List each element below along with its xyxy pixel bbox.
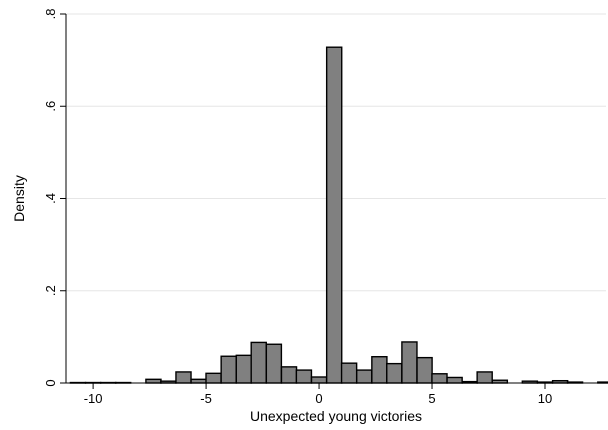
histogram-bar-14 [295, 369, 313, 384]
histogram-bar-8 [205, 372, 222, 384]
histogram-bar-26 [476, 371, 493, 384]
histogram-bar-10 [235, 354, 253, 384]
histogram-bar-16 [325, 46, 343, 384]
x-axis-title: Unexpected young victories [250, 408, 422, 424]
histogram-bar-18 [356, 369, 373, 384]
histogram-bar-7 [190, 378, 207, 384]
histogram-bar-20 [386, 362, 403, 384]
y-axis-ticks: 0 .2 .4 .6 .8 [43, 9, 66, 387]
y-axis-title: Density [11, 175, 27, 222]
histogram-bar-22 [416, 356, 433, 384]
x-tick-label-1: -5 [200, 391, 212, 406]
y-tick-label-0: 0 [43, 379, 58, 386]
histogram-bar-11 [250, 341, 267, 384]
x-tick-label-3: 5 [428, 391, 435, 406]
histogram-bar-23 [431, 373, 448, 384]
histogram-bar-17 [340, 362, 358, 384]
histogram-bar-13 [280, 366, 298, 384]
y-tick-label-1: .2 [43, 285, 58, 296]
histogram-bar-6 [175, 371, 192, 384]
x-axis-ticks: -10 -5 0 5 10 [84, 383, 552, 406]
histogram-bar-4 [145, 378, 162, 384]
histogram-bar-12 [265, 343, 283, 384]
x-tick-label-4: 10 [538, 391, 552, 406]
x-tick-label-0: -10 [84, 391, 103, 406]
y-tick-label-2: .4 [43, 193, 58, 204]
histogram-bar-19 [371, 356, 388, 384]
histogram-bar-9 [220, 355, 237, 384]
y-tick-label-3: .6 [43, 101, 58, 112]
histogram-bar-15 [310, 376, 328, 384]
histogram-bars [69, 46, 608, 384]
y-tick-label-4: .8 [43, 9, 58, 20]
histogram-bar-24 [446, 376, 463, 384]
x-tick-label-2: 0 [315, 391, 322, 406]
histogram-bar-21 [401, 341, 418, 384]
